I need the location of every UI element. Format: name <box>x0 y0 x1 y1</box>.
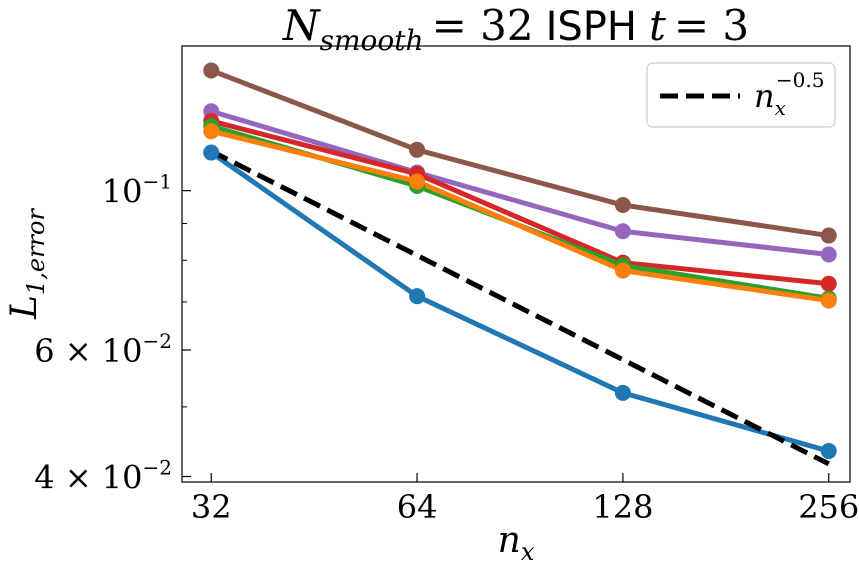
series-line-1 <box>210 108 830 257</box>
x-tick-label: 128 <box>592 488 653 526</box>
title-var: N <box>282 1 321 50</box>
x-tick-label: 64 <box>397 488 438 526</box>
chart-title: Nsmooth = 32 ISPH t = 3 <box>282 1 749 57</box>
title-time-eq: = 3 <box>674 1 749 50</box>
series-4-point <box>820 292 837 309</box>
legend-label-sub: x <box>775 96 786 120</box>
y-tick-label: 10−1 <box>102 170 172 211</box>
legend-frame <box>646 62 836 128</box>
y-tick-label: 4 × 10−2 <box>34 455 172 496</box>
title-eq: = 32 <box>432 1 534 50</box>
plot-frame <box>181 45 851 483</box>
series-4-point <box>409 173 426 190</box>
marker-layer <box>203 62 837 460</box>
title-time-var: t <box>649 1 666 50</box>
series-0-point <box>614 197 631 214</box>
series-5-point <box>820 443 837 460</box>
y-axis-ticks: 10−1 6 × 10−2 4 × 10−2 <box>34 170 191 496</box>
series-2-point <box>820 275 837 292</box>
y-tick-label: 6 × 10−2 <box>34 329 172 370</box>
y-axis-label-sub: 1,error <box>22 208 50 295</box>
legend-label-var: n <box>754 77 775 115</box>
x-axis-label-var: n <box>498 520 521 561</box>
legend-label: nx −0.5 <box>754 68 824 120</box>
x-axis-ticks: 32 64 128 256 <box>191 473 859 526</box>
reference-line-n-x-power-neg-0.5 <box>210 148 830 467</box>
series-5-point <box>409 288 426 305</box>
series-5-point <box>614 384 631 401</box>
series-line-0 <box>210 68 830 239</box>
title-sub: smooth <box>320 24 424 57</box>
x-tick-label: 32 <box>191 488 232 526</box>
x-axis-label: nx <box>498 520 535 564</box>
series-4-point <box>614 262 631 279</box>
reference-line-layer <box>210 148 830 467</box>
legend-label-exp: −0.5 <box>776 68 825 92</box>
series-1-point <box>614 223 631 240</box>
series-0-point <box>820 227 837 244</box>
series-layer <box>209 68 830 454</box>
title-method: ISPH <box>546 4 637 50</box>
series-0-point <box>409 141 426 158</box>
legend: nx −0.5 <box>646 62 836 128</box>
series-5-point <box>203 144 220 161</box>
series-line-5 <box>209 150 830 454</box>
x-axis-label-sub: x <box>521 538 535 564</box>
series-4-point <box>203 123 220 140</box>
y-axis-label: L1,error <box>4 208 50 320</box>
series-0-point <box>203 62 220 79</box>
y-axis-label-var: L <box>4 295 45 320</box>
x-tick-label: 256 <box>798 488 859 526</box>
series-line-4 <box>210 128 830 304</box>
series-1-point <box>820 246 837 263</box>
series-line-2 <box>210 118 829 287</box>
